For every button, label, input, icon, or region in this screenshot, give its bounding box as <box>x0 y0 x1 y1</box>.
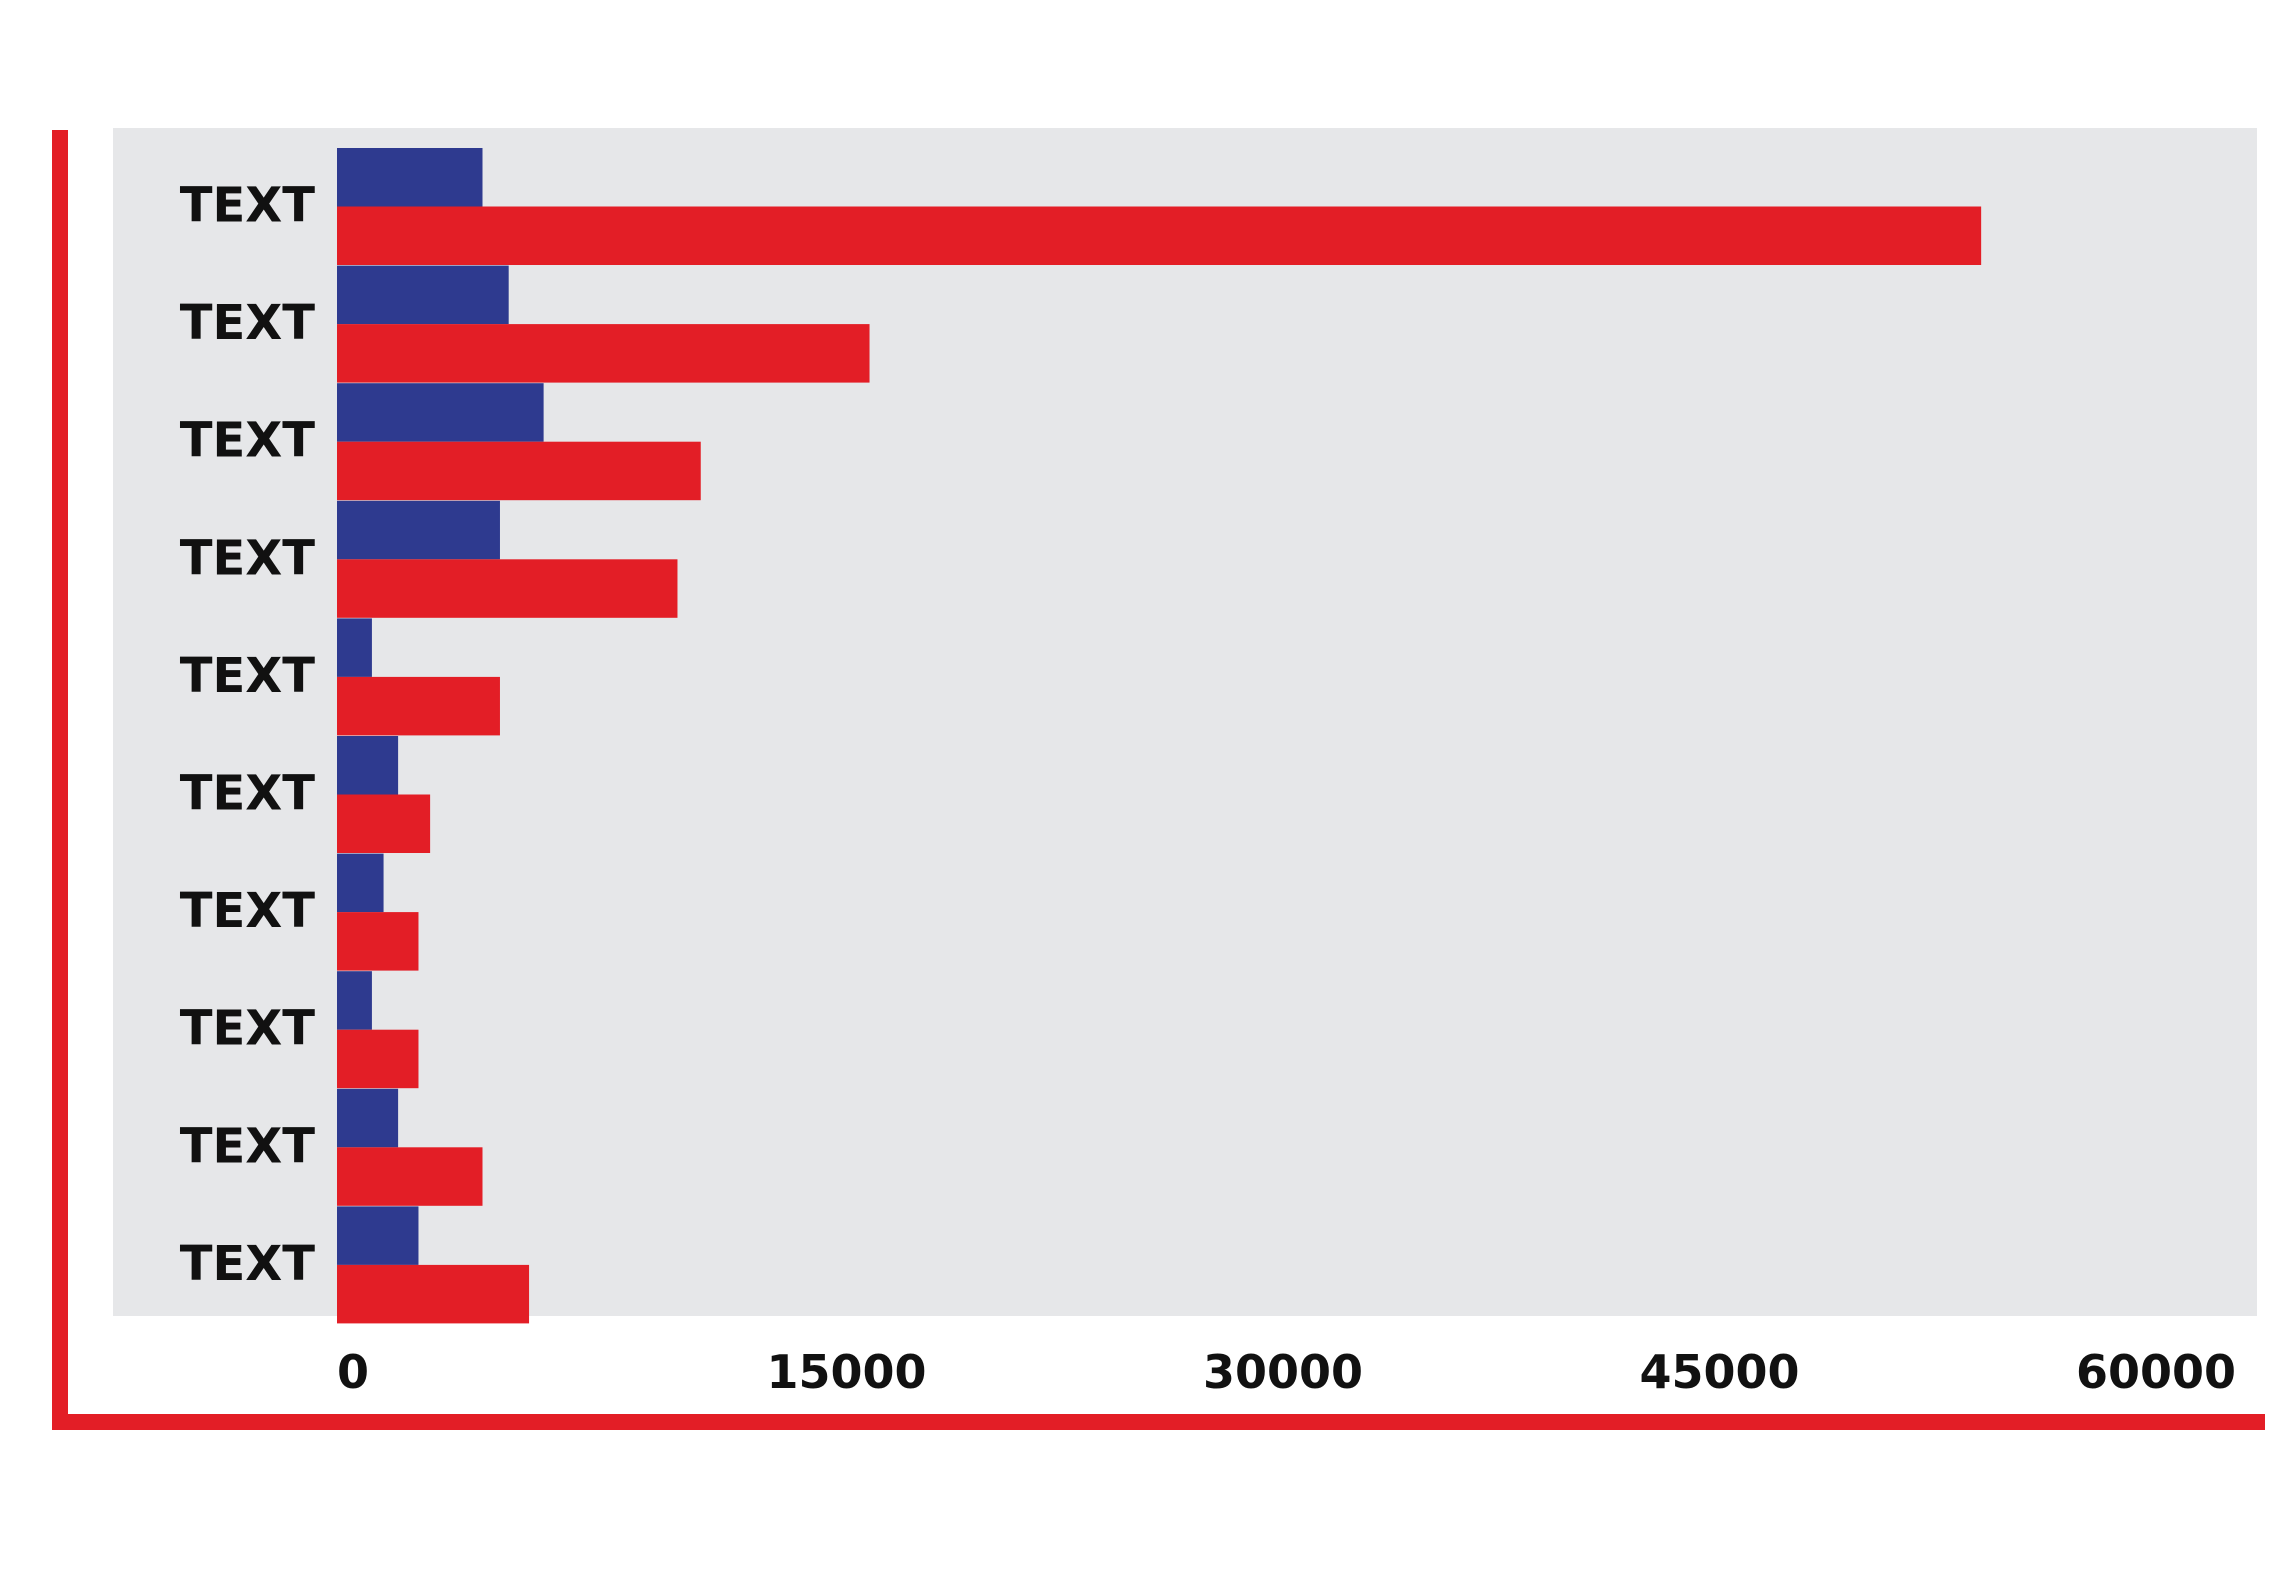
category-label: TEXT <box>180 1118 316 1174</box>
bar-series-2-category-4 <box>337 559 678 618</box>
bars-group <box>337 148 1982 1324</box>
x-tick-label: 60000 <box>2076 1345 2236 1399</box>
bar-series-1-category-6 <box>337 736 399 795</box>
category-label: TEXT <box>180 766 316 822</box>
bar-series-2-category-1 <box>337 206 1982 265</box>
bar-series-1-category-8 <box>337 971 372 1030</box>
frame-bottom-line <box>52 1414 2265 1430</box>
category-label: TEXT <box>180 883 316 939</box>
x-tick-label: 45000 <box>1639 1345 1799 1399</box>
x-tick-label: 15000 <box>766 1345 926 1399</box>
bar-series-2-category-9 <box>337 1147 483 1206</box>
bar-series-2-category-3 <box>337 441 701 501</box>
bar-series-2-category-6 <box>337 794 431 853</box>
bar-series-1-category-10 <box>337 1206 419 1265</box>
x-axis-tick-labels: 0 15000 30000 45000 60000 <box>337 1345 2236 1399</box>
x-tick-label: 0 <box>337 1345 369 1399</box>
bar-series-1-category-4 <box>337 500 500 560</box>
bar-series-2-category-7 <box>337 912 419 971</box>
bar-series-2-category-2 <box>337 324 870 383</box>
frame-left-line <box>52 130 68 1430</box>
bar-series-1-category-3 <box>337 383 544 442</box>
bar-series-1-category-7 <box>337 853 384 913</box>
bar-series-2-category-10 <box>337 1264 530 1324</box>
bar-series-1-category-2 <box>337 265 509 325</box>
category-label: TEXT <box>180 530 316 586</box>
bar-series-1-category-9 <box>337 1088 399 1148</box>
bar-series-2-category-8 <box>337 1029 419 1089</box>
bar-series-2-category-5 <box>337 676 500 736</box>
category-label: TEXT <box>180 295 316 351</box>
category-label: TEXT <box>180 178 316 234</box>
bar-series-1-category-5 <box>337 618 372 677</box>
category-label: TEXT <box>180 1001 316 1057</box>
category-label: TEXT <box>180 648 316 704</box>
x-tick-label: 30000 <box>1203 1345 1363 1399</box>
category-label: TEXT <box>180 413 316 469</box>
category-label: TEXT <box>180 1236 316 1292</box>
category-labels: TEXT TEXT TEXT TEXT TEXT TEXT TEXT TEXT TEXT TEXT <box>180 178 316 1292</box>
bar-series-1-category-1 <box>337 148 483 207</box>
